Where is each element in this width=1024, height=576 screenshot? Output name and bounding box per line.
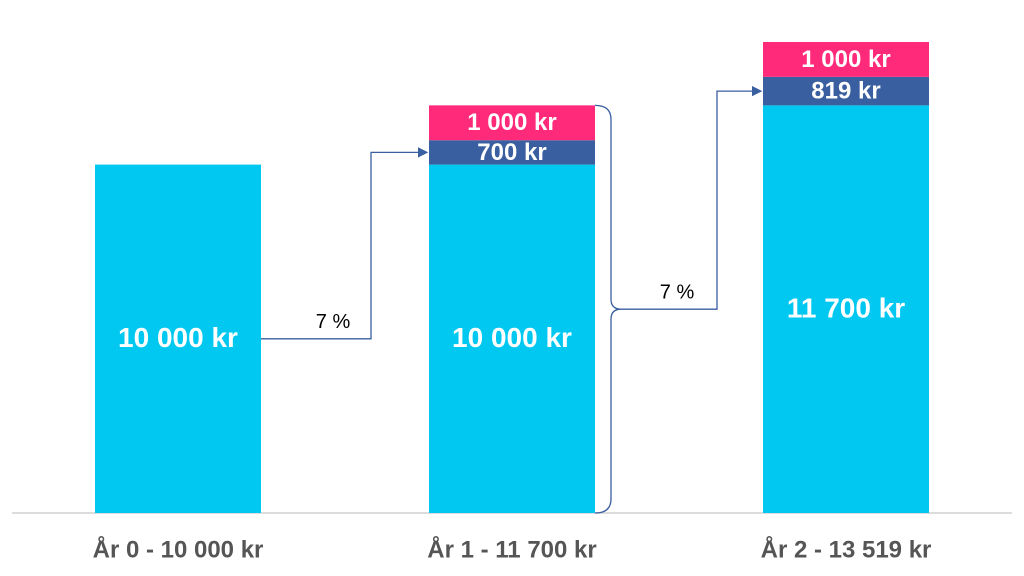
value-label: 819 kr <box>811 77 880 104</box>
category-label: År 0 - 10 000 kr <box>93 535 264 563</box>
category-label: År 1 - 11 700 kr <box>427 535 596 563</box>
value-label: 10 000 kr <box>452 322 572 353</box>
bar-segment <box>763 42 929 77</box>
value-label: 10 000 kr <box>118 322 238 353</box>
category-label: År 2 - 13 519 kr <box>761 535 932 563</box>
value-label: 1 000 kr <box>801 46 890 73</box>
bar-segment <box>763 105 929 514</box>
value-label: 1 000 kr <box>467 109 556 136</box>
bar-segment <box>95 164 261 514</box>
arrow <box>261 147 429 340</box>
bracket <box>594 104 622 514</box>
value-label: 11 700 kr <box>787 293 905 324</box>
value-label: 700 kr <box>477 139 546 166</box>
arrow <box>621 85 763 310</box>
bar-segment <box>429 105 595 141</box>
annotation: 7 % <box>316 311 351 333</box>
annotation: 7 % <box>660 281 695 303</box>
bar-segment <box>763 76 929 106</box>
bar-segment <box>429 164 595 514</box>
bar-segment <box>429 140 595 165</box>
